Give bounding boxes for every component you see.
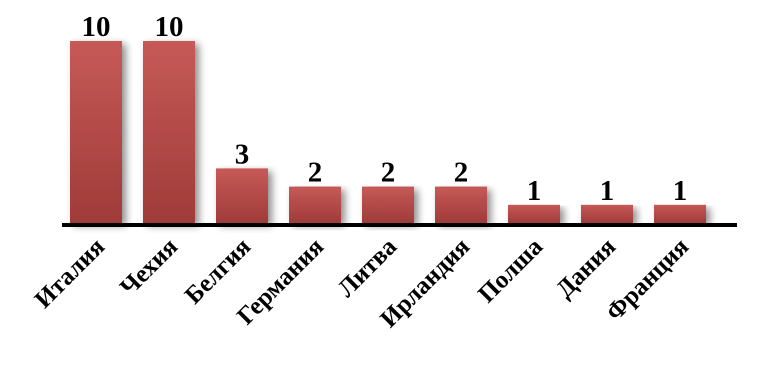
category-label: Чехия [115, 233, 183, 301]
data-label: 10 [82, 11, 111, 43]
data-label: 3 [235, 138, 250, 170]
bar-4 [289, 186, 341, 223]
bar-5 [362, 186, 414, 223]
data-label: 1 [600, 175, 615, 207]
bar-3 [216, 168, 268, 223]
bars-group [70, 41, 706, 223]
bar-2 [143, 41, 195, 223]
category-label: Дания [551, 233, 621, 303]
data-label: 2 [308, 157, 323, 189]
data-label: 1 [527, 175, 542, 207]
bar-8 [581, 204, 633, 223]
data-labels-group: 10 10 3 2 2 2 1 1 1 [82, 11, 688, 207]
category-label: Литва [333, 233, 403, 303]
bar-9 [654, 204, 706, 223]
category-label: Полша [473, 233, 548, 308]
bar-1 [70, 41, 122, 223]
bar-6 [435, 186, 487, 223]
category-label: Италия [30, 233, 110, 313]
data-label: 2 [454, 157, 469, 189]
data-label: 2 [381, 157, 396, 189]
data-label: 10 [155, 11, 184, 43]
bar-7 [508, 204, 560, 223]
data-label: 1 [673, 175, 688, 207]
